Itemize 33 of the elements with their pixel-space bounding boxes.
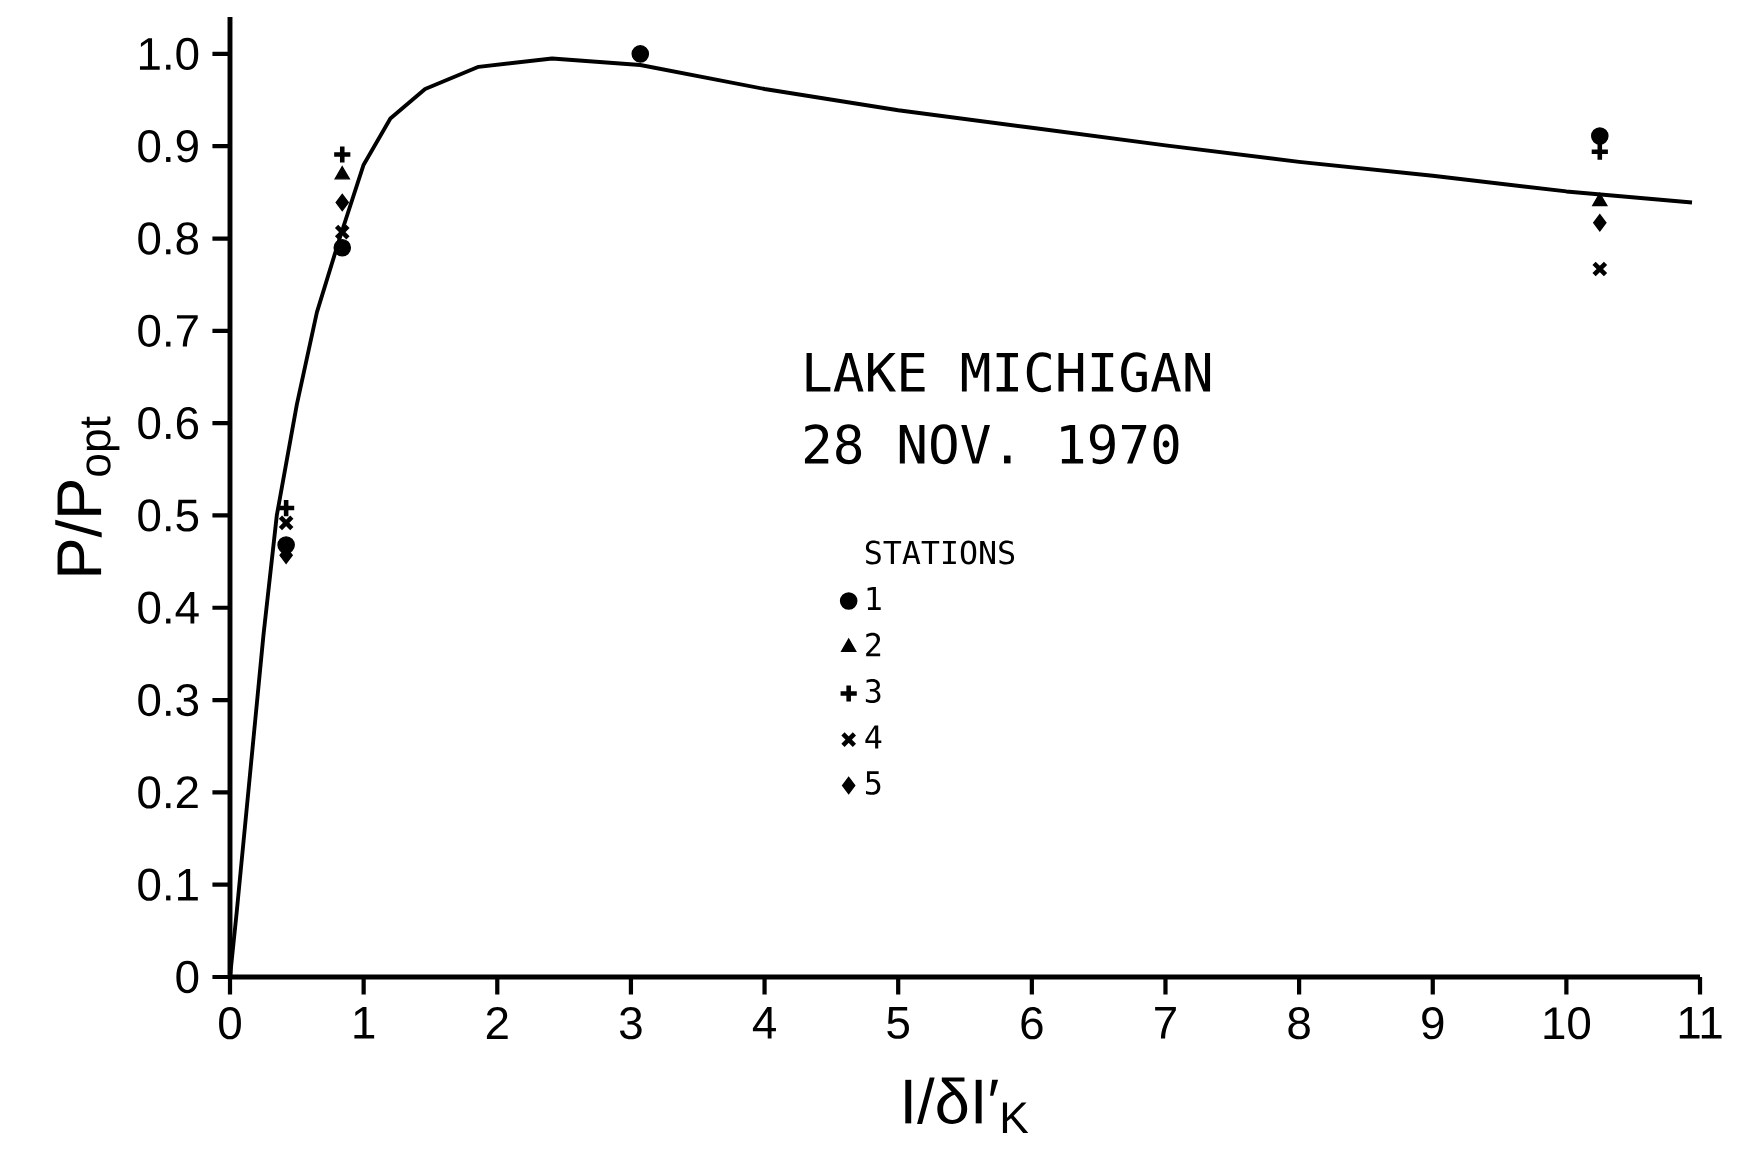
x-tick-label: 11 [1679, 1007, 1722, 1039]
x-tick-label: 6 [1021, 1006, 1043, 1040]
legend-label: 5 [865, 771, 881, 795]
legend-label: 3 [865, 679, 881, 704]
y-tick-label: 1.0 [139, 37, 199, 71]
y-tick-label: 0.6 [138, 406, 199, 440]
x-axis-title: I/δI′$_{K}$ [905, 1077, 1029, 1133]
y-tick-label: 0.9 [138, 130, 198, 163]
y-tick-label: 0.2 [138, 776, 198, 809]
y-tick-label: 0.7 [138, 314, 198, 348]
legend-label: 1 [867, 586, 881, 610]
legend-title: STATIONS [865, 540, 1015, 565]
y-tick-label: 0.4 [138, 591, 199, 624]
y-tick-label: 0.8 [138, 222, 199, 255]
x-tick-label: 7 [1155, 1007, 1176, 1039]
legend-label: 2 [866, 632, 881, 657]
x-tick-label: 0 [219, 1006, 241, 1040]
annotation: 28 NOV. 1970 [804, 424, 1179, 465]
x-tick-label: 2 [486, 1006, 508, 1039]
annotation: LAKE MICHIGAN [806, 352, 1211, 393]
x-tick-label: 9 [1422, 1006, 1444, 1040]
x-tick-label: 8 [1288, 1006, 1310, 1040]
x-tick-label: 5 [887, 1007, 909, 1039]
x-tick-label: 10 [1544, 1006, 1591, 1040]
y-tick-label: 0.5 [138, 499, 199, 532]
y-tick-label: 0 [176, 960, 199, 994]
y-tick-label: 0.1 [138, 868, 198, 901]
x-tick-label: 1 [354, 1007, 375, 1039]
y-tick-label: 0.3 [138, 683, 199, 717]
x-tick-label: 4 [752, 1007, 776, 1039]
y-axis-title: P/P$_{opt}$ [55, 416, 120, 575]
x-tick-label: 3 [619, 1006, 642, 1040]
legend-label: 4 [865, 725, 882, 749]
